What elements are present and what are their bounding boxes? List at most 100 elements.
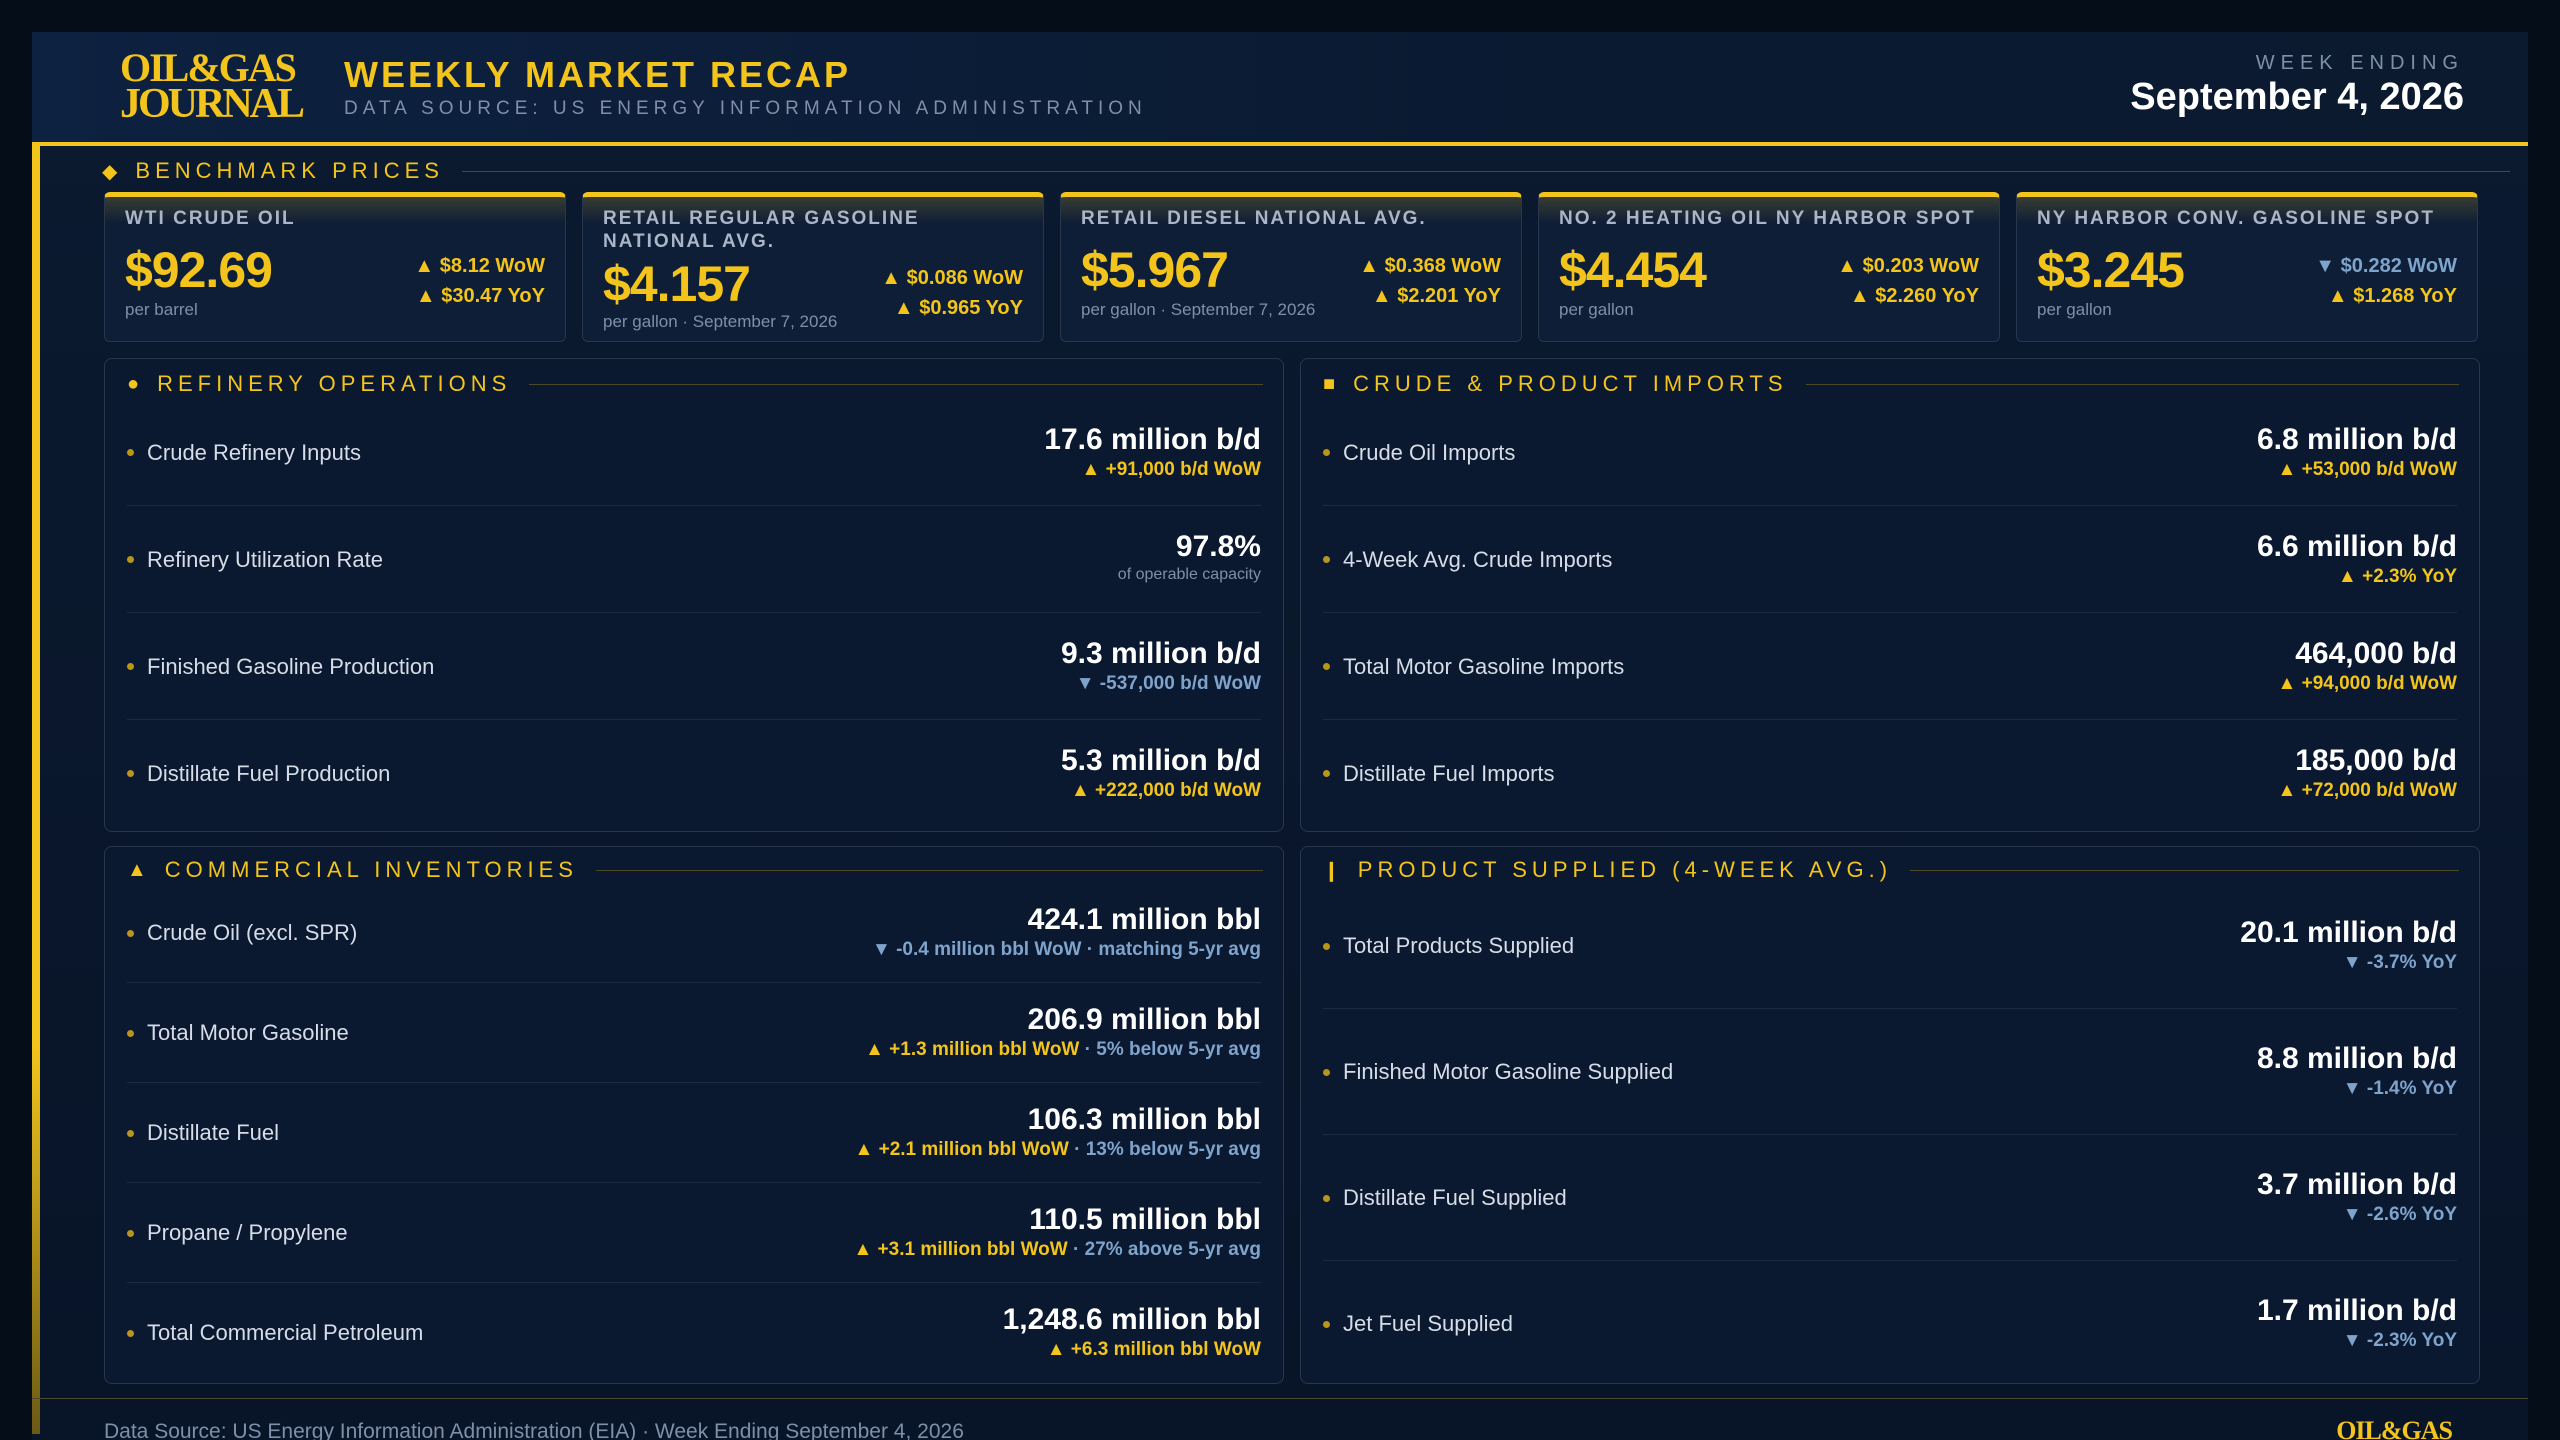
row-label-text: Refinery Utilization Rate: [147, 546, 383, 572]
row-label-text: Total Motor Gasoline: [147, 1020, 349, 1045]
row-change: ▼ -537,000 b/d WoW: [1075, 672, 1261, 694]
bullet-icon: [1323, 1068, 1330, 1076]
triangle-icon: ▲: [127, 858, 147, 881]
row-label: Total Motor Gasoline: [127, 1020, 349, 1046]
card-name: RETAIL DIESEL NATIONAL AVG.: [1081, 208, 1427, 229]
bullet-icon: [127, 1229, 134, 1237]
card-price: $4.454: [1559, 242, 1707, 298]
row-label: Finished Gasoline Production: [127, 654, 434, 680]
row-change-wow: ▼ -0.4 million bbl WoW: [871, 939, 1082, 960]
bullet-icon: [1323, 770, 1330, 777]
card-unit: per gallon · September 7, 2026: [603, 312, 838, 331]
section-divider: [461, 170, 2510, 172]
bullet-icon: [1323, 449, 1330, 456]
card-yoy-change: ▲ $1.268 YoY: [2327, 285, 2457, 307]
row-change-5yr: · 27% above 5-yr avg: [1067, 1239, 1261, 1260]
row-value: 20.1 million b/d: [2240, 916, 2457, 949]
bullet-icon: [127, 770, 134, 777]
row-change: ▲ +2.1 million bbl WoW · 13% below 5-yr …: [855, 1139, 1261, 1161]
supplied-heading: PRODUCT SUPPLIED (4-WEEK AVG.): [1357, 857, 1893, 882]
row-label-text: Distillate Fuel Production: [147, 760, 391, 786]
row-label-text: 4-Week Avg. Crude Imports: [1343, 546, 1613, 572]
benchmark-card: NY HARBOR CONV. GASOLINE SPOT $3.245 per g…: [2016, 192, 2478, 342]
row-label-text: Jet Fuel Supplied: [1343, 1311, 1513, 1336]
data-row: Refinery Utilization Rate 97.8% of operabl…: [127, 506, 1261, 613]
card-wow-change: ▲ $0.086 WoW: [881, 267, 1023, 289]
row-value: 1.7 million b/d: [2256, 1294, 2457, 1327]
logo-line-2: JOURNAL: [120, 81, 305, 127]
card-price: $5.967: [1081, 242, 1229, 298]
row-value: 464,000 b/d: [2295, 636, 2457, 670]
bullet-icon: [127, 1129, 134, 1137]
footer-divider: [32, 1398, 2528, 1399]
card-unit: per gallon: [1559, 300, 1634, 319]
card-name: WTI CRUDE OIL: [125, 208, 296, 229]
row-change: ▲ +2.3% YoY: [2338, 565, 2457, 587]
card-yoy-change: ▲ $0.965 YoY: [893, 297, 1023, 319]
row-value: 6.8 million b/d: [2256, 422, 2457, 456]
bar-icon: ❙: [1323, 859, 1340, 882]
inventories-heading: COMMERCIAL INVENTORIES: [164, 857, 578, 882]
row-change: ▼ -1.4% YoY: [2342, 1078, 2457, 1099]
row-change: ▲ +3.1 million bbl WoW · 27% above 5-yr …: [853, 1239, 1261, 1261]
page-subtitle: DATA SOURCE: US ENERGY INFORMATION ADMIN…: [344, 98, 1147, 119]
row-value: 97.8%: [1175, 529, 1261, 563]
accent-bar: [32, 144, 40, 1434]
benchmark-section-header: ◆ BENCHMARK PRICES: [102, 158, 2510, 184]
row-change: ▲ +222,000 b/d WoW: [1070, 779, 1261, 801]
refinery-section-header: ● REFINERY OPERATIONS: [127, 371, 1263, 397]
row-label-text: Distillate Fuel Imports: [1343, 760, 1555, 786]
row-label: Distillate Fuel Imports: [1323, 761, 1555, 787]
section-divider: [1805, 383, 2459, 385]
row-value: 8.8 million b/d: [2256, 1042, 2457, 1075]
data-row: Crude Oil Imports 6.8 million b/d ▲ +53,00…: [1323, 399, 2457, 506]
imports-section-header: ■ CRUDE & PRODUCT IMPORTS: [1323, 371, 2459, 397]
logo-line-1: OIL&GAS: [120, 45, 297, 90]
bullet-icon: [127, 1329, 134, 1337]
imports-panel: ■ CRUDE & PRODUCT IMPORTS Crude Oil Impo…: [1300, 358, 2480, 832]
row-label: 4-Week Avg. Crude Imports: [1323, 547, 1612, 573]
row-value: 3.7 million b/d: [2256, 1168, 2457, 1201]
row-label: Crude Oil Imports: [1323, 440, 1515, 466]
footer-logo: OIL&GAS: [2336, 1416, 2453, 1440]
row-label-text: Total Products Supplied: [1343, 933, 1575, 958]
brand-logo: OIL&GAS JOURNAL: [120, 45, 320, 127]
report-frame: OIL&GAS JOURNAL WEEKLY MARKET RECAP DATA…: [32, 32, 2528, 1440]
benchmark-card: NO. 2 HEATING OIL NY HARBOR SPOT $4.454 pe…: [1538, 192, 2000, 342]
row-label: Distillate Fuel Supplied: [1323, 1185, 1567, 1211]
row-change-5yr: · 5% below 5-yr avg: [1079, 1039, 1261, 1060]
row-change-wow: ▲ +6.3 million bbl WoW: [1046, 1339, 1261, 1360]
data-row: Jet Fuel Supplied 1.7 million b/d ▼ -2.3% …: [1323, 1261, 2457, 1387]
refinery-heading: REFINERY OPERATIONS: [157, 371, 512, 396]
card-wow-change: ▼ $0.282 WoW: [2315, 255, 2457, 277]
bullet-icon: [1323, 1194, 1330, 1202]
row-change: ▲ +72,000 b/d WoW: [2277, 779, 2457, 801]
square-icon: ■: [1323, 372, 1336, 395]
data-row: Total Motor Gasoline 206.9 million bbl ▲ +…: [127, 983, 1261, 1083]
card-wow-change: ▲ $0.203 WoW: [1837, 255, 1979, 277]
row-change: ▲ +6.3 million bbl WoW: [1047, 1339, 1261, 1361]
data-row: Distillate Fuel 106.3 million bbl ▲ +2.1 m…: [127, 1083, 1261, 1183]
row-value: 110.5 million bbl: [1029, 1203, 1261, 1236]
card-price: $4.157: [603, 256, 751, 312]
row-change: ▼ -2.3% YoY: [2342, 1330, 2457, 1351]
row-value: 424.1 million bbl: [1027, 903, 1261, 936]
row-value: 6.6 million b/d: [2256, 529, 2457, 563]
row-value: 9.3 million b/d: [1060, 636, 1261, 670]
row-change: of operable capacity: [1117, 565, 1261, 583]
bullet-icon: [127, 1029, 134, 1037]
page-title: WEEKLY MARKET RECAP: [344, 54, 852, 95]
data-row: Distillate Fuel Production 5.3 million b/…: [127, 720, 1261, 827]
data-row: Total Commercial Petroleum 1,248.6 millio…: [127, 1283, 1261, 1383]
footer-source: Data Source: US Energy Information Admin…: [104, 1420, 964, 1440]
row-label: Total Commercial Petroleum: [127, 1320, 423, 1346]
card-yoy-change: ▲ $2.260 YoY: [1849, 285, 1979, 307]
benchmark-heading: BENCHMARK PRICES: [135, 158, 444, 183]
row-label: Crude Refinery Inputs: [127, 440, 361, 466]
bullet-icon: [127, 556, 134, 563]
benchmark-card: WTI CRUDE OIL $92.69 per barrel ▲ $8.12 WoW…: [104, 192, 566, 342]
row-label: Finished Motor Gasoline Supplied: [1323, 1059, 1673, 1085]
row-change-5yr: · 13% below 5-yr avg: [1068, 1139, 1261, 1160]
imports-heading: CRUDE & PRODUCT IMPORTS: [1353, 371, 1788, 396]
data-row: Distillate Fuel Imports 185,000 b/d ▲ +72,…: [1323, 720, 2457, 827]
